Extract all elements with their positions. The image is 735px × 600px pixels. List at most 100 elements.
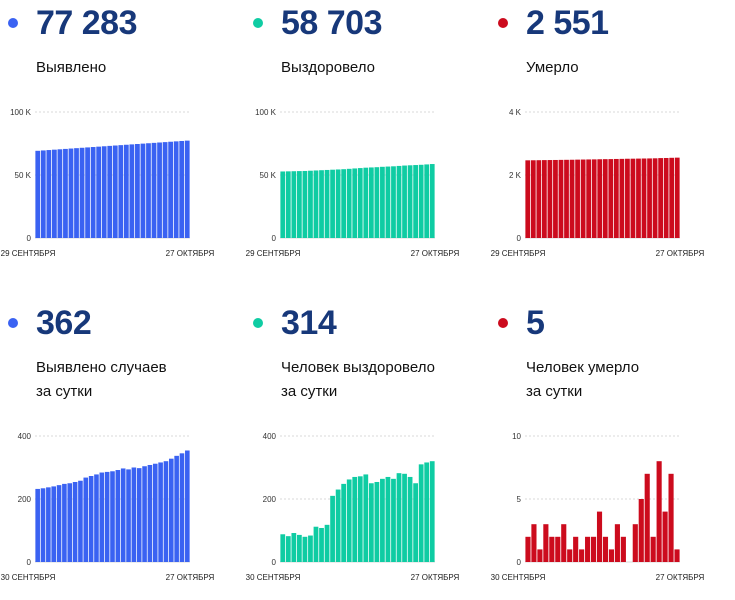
recovered-bar [280, 171, 286, 238]
died-daily-bar [543, 524, 549, 562]
recovered-daily-bar [368, 483, 374, 562]
detected-bar [85, 147, 90, 238]
died-daily-caption-line-2: за сутки [526, 383, 583, 400]
recovered-bar [291, 171, 297, 238]
recovered-bar [374, 167, 380, 238]
died-y-tick-label: 4 K [509, 108, 522, 117]
recovered-daily-bar [302, 536, 308, 562]
died-bar [652, 158, 658, 238]
recovered-bar [324, 169, 330, 238]
died-bar [586, 159, 592, 238]
died-bar [647, 158, 652, 238]
recovered-daily-bar [291, 533, 297, 562]
detected-daily-y-tick-label: 200 [18, 495, 32, 504]
recovered-daily-x-end-label: 27 ОКТЯБРЯ [411, 573, 460, 582]
recovered-daily-bar [319, 527, 324, 562]
detected-daily-bar [185, 450, 190, 562]
recovered-daily-bar [374, 481, 380, 562]
detected-bar [123, 144, 129, 238]
died-daily-x-start-label: 30 СЕНТЯБРЯ [491, 573, 546, 582]
recovered-daily-caption-line-1: Человек выздоровело [281, 359, 435, 376]
died-daily-bar [650, 536, 656, 562]
recovered-bar [302, 170, 308, 238]
detected-daily-bar [152, 463, 158, 562]
detected-bar [151, 142, 157, 238]
recovered-bar [313, 170, 319, 238]
died-daily-chart: 0 5 10 30 СЕНТЯБРЯ 27 ОКТЯБРЯ [491, 432, 705, 582]
died-bar [625, 158, 630, 238]
recovered-y-tick-label: 50 K [260, 171, 277, 180]
died-y-tick-label: 0 [517, 234, 522, 243]
detected-x-end-label: 27 ОКТЯБРЯ [166, 249, 215, 258]
recovered-daily-bar [296, 534, 302, 562]
detected-bar [179, 140, 185, 238]
recovered-daily-bar [424, 462, 430, 562]
detected-bar [101, 146, 107, 238]
recovered-bar [380, 166, 385, 238]
detected-daily-bar [163, 461, 169, 562]
detected-daily-bar [104, 471, 110, 562]
died-caption-line-1: Умерло [526, 59, 579, 76]
detected-bar [90, 147, 96, 238]
died-dot-icon [498, 18, 508, 28]
panel-died: 2 551 Умерло 0 2 K 4 K 29 СЕНТЯБРЯ 27 ОКТЯБР… [490, 0, 735, 300]
recovered-bar [346, 168, 352, 238]
died-total: 2 551 [526, 4, 609, 42]
recovered-y-tick-label: 100 K [255, 108, 277, 117]
recovered-daily-bar [308, 535, 313, 562]
recovered-daily-chart: 0 200 400 30 СЕНТЯБРЯ 27 ОКТЯБРЯ [246, 432, 460, 582]
panel-detected: 77 283 Выявлено 0 50 K 100 K 29 СЕНТЯБРЯ 27 … [0, 0, 245, 300]
died-daily-bar [596, 511, 603, 562]
recovered-daily-bar [429, 461, 435, 562]
recovered-daily-bar [363, 474, 369, 562]
died-daily-bar [614, 524, 620, 562]
died-daily-bar [555, 536, 561, 562]
detected-daily-chart: 0 200 400 30 СЕНТЯБРЯ 27 ОКТЯБРЯ [1, 432, 215, 582]
died-daily-bar [531, 524, 537, 562]
detected-bar [51, 149, 57, 238]
detected-daily-bar [99, 472, 105, 562]
detected-daily-y-tick-label: 0 [27, 558, 32, 567]
detected-bar [79, 147, 85, 238]
died-bar [608, 159, 614, 238]
died-bar [641, 158, 647, 238]
died-daily-bar [608, 549, 615, 562]
recovered-bar [335, 169, 341, 238]
recovered-bar [402, 165, 407, 238]
detected-bar [157, 142, 162, 238]
recovered-daily-bar [335, 489, 341, 562]
recovered-bar [330, 169, 335, 238]
died-daily-bar [662, 511, 668, 562]
recovered-bar [396, 165, 402, 238]
detected-daily-bar [94, 474, 99, 562]
recovered-bar [341, 169, 347, 238]
detected-daily-bar [126, 469, 131, 562]
detected-daily-bar [168, 458, 174, 562]
died-bar [525, 160, 531, 238]
died-bar [602, 159, 608, 238]
detected-daily-bar [72, 481, 78, 562]
died-bar [564, 159, 569, 238]
detected-daily-bar [110, 471, 115, 562]
detected-daily-caption-line-2: за сутки [36, 383, 93, 400]
recovered-chart: 0 50 K 100 K 29 СЕНТЯБРЯ 27 ОКТЯБРЯ [246, 108, 460, 258]
recovered-daily-y-tick-label: 0 [272, 558, 277, 567]
recovered-daily-bar [285, 536, 291, 562]
died-daily-caption: Человек умерло за сутки [526, 356, 639, 404]
died-bar [613, 158, 619, 238]
detected-dot-icon [8, 18, 18, 28]
detected-daily-value: 362 [36, 304, 92, 342]
detected-daily-x-end-label: 27 ОКТЯБРЯ [166, 573, 215, 582]
recovered-daily-bar [413, 483, 419, 562]
recovered-daily-bar [402, 473, 407, 562]
detected-bar [168, 141, 174, 238]
detected-daily-bar [83, 477, 89, 562]
detected-bar [46, 150, 52, 238]
detected-caption-line-1: Выявлено [36, 59, 107, 76]
detected-bar [146, 143, 151, 238]
died-daily-bar [638, 499, 644, 562]
died-bar [597, 159, 603, 238]
died-daily-bar [585, 536, 591, 562]
died-daily-bar [525, 536, 531, 562]
detected-bar [57, 149, 63, 238]
